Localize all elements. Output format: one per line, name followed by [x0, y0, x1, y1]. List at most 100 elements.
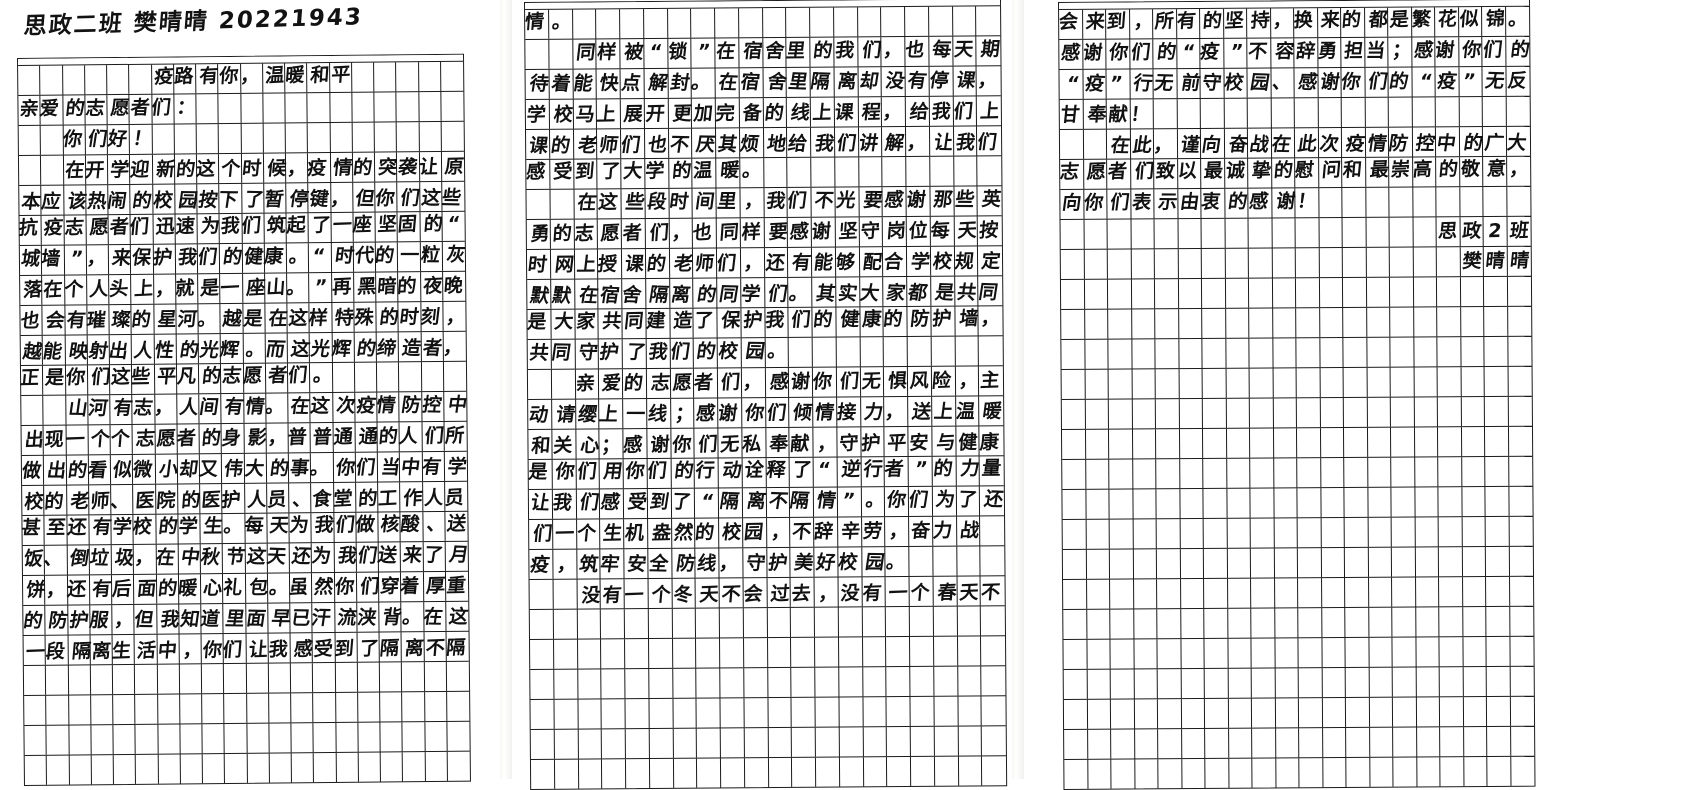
grid-cell — [1225, 338, 1250, 368]
handwritten-character: 了 — [693, 308, 715, 332]
grid-row: 也会有璀璨的星河。越是在这样特殊的时刻， — [19, 301, 466, 336]
grid-cell: 暖 — [716, 158, 740, 188]
grid-cell: 园 — [174, 184, 199, 214]
grid-cell: 当 — [1364, 37, 1389, 67]
grid-cell — [135, 694, 158, 724]
grid-cell — [307, 122, 331, 153]
grid-cell — [1275, 698, 1300, 728]
grid-cell: 背 — [379, 602, 403, 632]
handwritten-character: 你 — [333, 575, 355, 598]
grid-cell: 隔 — [718, 488, 743, 518]
grid-cell — [402, 752, 426, 782]
grid-cell: 前 — [1176, 69, 1202, 99]
grid-row: 一段隔离生活中，你们让我感受到了隔离不隔 — [23, 631, 469, 666]
grid-cell: 也 — [904, 36, 930, 67]
grid-cell — [672, 608, 697, 638]
handwritten-character: ” — [913, 457, 929, 480]
grid-cell: 的 — [671, 458, 696, 488]
grid-cell: 护 — [221, 483, 245, 514]
grid-cell: 。 — [309, 452, 334, 483]
grid-cell: ， — [881, 37, 906, 67]
grid-cell: ； — [1388, 37, 1412, 67]
grid-cell — [1180, 578, 1205, 609]
grid-cell: 学 — [177, 514, 201, 544]
grid-cell: 隔 — [379, 632, 403, 662]
handwritten-character: 谢 — [905, 188, 927, 211]
grid-cell — [648, 638, 673, 669]
grid-row: 甚至还有学校的学生。每天为我们做核酸、送 — [20, 511, 468, 546]
grid-cell — [1390, 427, 1415, 457]
grid-cell: ， — [553, 549, 578, 579]
grid-cell: 着 — [549, 69, 574, 99]
grid-cell — [263, 123, 286, 153]
grid-cell: 解 — [644, 68, 669, 99]
grid-cell — [1508, 427, 1532, 456]
handwritten-character: 风 — [908, 369, 930, 392]
grid-cell: 控 — [421, 391, 445, 422]
handwritten-character: 健 — [839, 307, 861, 331]
grid-cell: 的 — [810, 37, 835, 67]
grid-cell: 给 — [787, 127, 812, 157]
grid-cell: 在 — [574, 279, 599, 309]
grid-cell: 爱 — [39, 95, 64, 125]
grid-cell: 衷 — [1200, 188, 1226, 219]
handwritten-character: 学 — [909, 250, 932, 273]
grid-cell: “ — [1059, 69, 1084, 99]
grid-cell — [1509, 517, 1533, 546]
handwritten-character: 感 — [1059, 41, 1082, 64]
grid-row: 校的老师、医院的医护人员、食堂的工作人员 — [22, 481, 468, 516]
grid-cell: 生 — [111, 634, 136, 665]
handwritten-character: 学 — [525, 103, 547, 126]
handwritten-character: 们 — [222, 638, 244, 661]
grid-cell: 疫 — [1082, 69, 1107, 99]
grid-cell: 到 — [1106, 9, 1130, 39]
handwritten-character: 者 — [883, 457, 906, 480]
handwritten-character: ， — [742, 251, 765, 274]
grid-cell — [1250, 518, 1275, 548]
handwritten-character: 的 — [1508, 38, 1531, 61]
grid-cell — [1461, 367, 1485, 397]
handwritten-character: 隔 — [808, 69, 832, 93]
grid-cell: 有 — [1176, 9, 1201, 39]
grid-cell: 愿 — [86, 215, 110, 245]
grid-cell: 在 — [42, 275, 65, 305]
grid-cell — [1485, 486, 1510, 517]
handwritten-character: 你 — [624, 459, 646, 482]
grid-cell: 光 — [835, 187, 860, 217]
handwritten-character: 持 — [1250, 8, 1271, 32]
handwritten-character: 堂 — [332, 487, 353, 511]
handwritten-character: 你 — [1339, 70, 1363, 93]
grid-cell: 们 — [85, 125, 108, 155]
handwritten-character: 新 — [154, 157, 176, 181]
handwritten-character: 担 — [1342, 39, 1365, 62]
grid-row — [1062, 456, 1533, 490]
grid-cell — [1131, 339, 1156, 369]
grid-cell: 样 — [308, 302, 333, 333]
handwritten-character: 学 — [177, 514, 199, 538]
grid-cell: 位 — [906, 216, 931, 247]
grid-cell — [625, 699, 650, 729]
grid-cell — [1275, 668, 1299, 698]
handwritten-character: 学 — [644, 159, 665, 182]
grid-cell — [1437, 367, 1462, 397]
grid-cell: 了 — [693, 308, 718, 338]
grid-cell: 共 — [598, 309, 623, 339]
grid-cell: 者 — [883, 456, 909, 487]
grid-cell: 向 — [1200, 128, 1225, 159]
grid-cell: 暖 — [285, 63, 308, 93]
grid-cell — [720, 638, 744, 668]
grid-cell — [1392, 697, 1417, 727]
handwritten-character: 最 — [1368, 158, 1390, 181]
grid-cell: 出 — [107, 334, 133, 365]
handwritten-character: 愿 — [600, 221, 621, 245]
grid-row: 待着能快点解封。在宿舍里隔离却没有停课， — [525, 66, 1001, 100]
grid-cell — [1509, 487, 1533, 516]
grid-cell: 的 — [131, 304, 155, 334]
grid-cell — [68, 665, 91, 695]
grid-cell — [1365, 97, 1389, 127]
grid-cell: 战 — [956, 516, 981, 546]
grid-cell — [1342, 247, 1367, 278]
grid-cell: ， — [442, 332, 466, 361]
grid-cell — [1060, 249, 1085, 279]
grid-cell — [1227, 608, 1252, 638]
